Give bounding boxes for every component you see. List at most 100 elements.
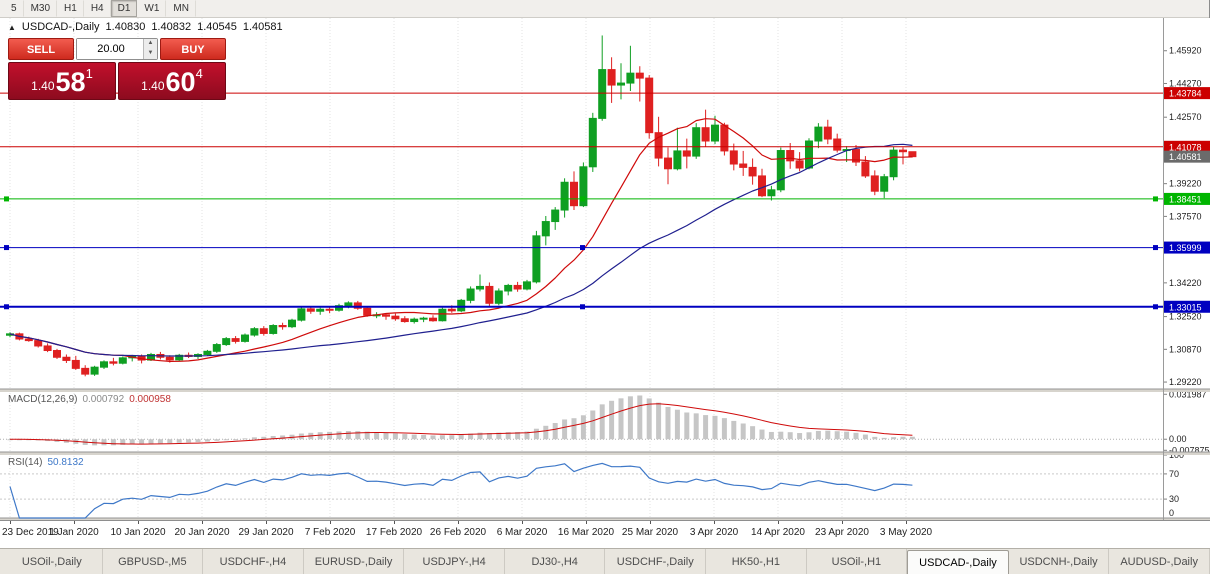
svg-text:1.40581: 1.40581 xyxy=(1169,152,1202,162)
candle xyxy=(259,326,268,336)
svg-text:1.45920: 1.45920 xyxy=(1169,46,1202,56)
chart-tab-usdchf-daily[interactable]: USDCHF-,Daily xyxy=(605,549,707,574)
candle xyxy=(466,286,475,304)
horizontal-line[interactable] xyxy=(0,196,1163,202)
candle xyxy=(889,146,898,181)
chart-area[interactable]: 1.292201.308701.325201.342201.359201.375… xyxy=(0,18,1210,548)
candle xyxy=(118,356,127,365)
line-handle[interactable] xyxy=(1153,245,1158,251)
svg-text:0: 0 xyxy=(1169,508,1174,518)
timeframe-button-d1[interactable]: D1 xyxy=(110,0,138,17)
candle xyxy=(673,127,682,171)
one-click-panel-toggle-icon[interactable]: ▲ xyxy=(8,22,16,32)
sell-price-prefix: 1.40 xyxy=(31,79,55,93)
line-handle[interactable] xyxy=(4,304,9,310)
timeframe-button-m30[interactable]: M30 xyxy=(24,0,58,17)
date-tick-mark xyxy=(586,521,587,524)
horizontal-line[interactable] xyxy=(0,304,1163,310)
candle xyxy=(532,230,541,284)
horizontal-line[interactable] xyxy=(0,245,1163,251)
candle xyxy=(241,333,249,343)
candle xyxy=(504,283,513,296)
line-handle[interactable] xyxy=(1153,196,1158,202)
candle xyxy=(71,355,80,370)
line-handle[interactable] xyxy=(580,245,585,251)
candle xyxy=(682,138,691,169)
date-tick-mark xyxy=(74,521,75,524)
line-handle[interactable] xyxy=(4,245,9,251)
price-axis[interactable]: 1.292201.308701.325201.342201.359201.375… xyxy=(1163,46,1210,519)
spinner-down-icon[interactable]: ▼ xyxy=(144,49,157,59)
chart-tab-usoil-daily[interactable]: USOil-,Daily xyxy=(2,549,103,574)
date-label: 3 Apr 2020 xyxy=(689,527,739,538)
candle xyxy=(400,316,409,323)
chart-tab-eurusd-daily[interactable]: EURUSD-,Daily xyxy=(304,549,405,574)
date-tick-mark xyxy=(842,521,843,524)
timeframe-button-5[interactable]: 5 xyxy=(4,0,24,17)
candle xyxy=(494,288,503,306)
line-handle[interactable] xyxy=(4,196,9,202)
candle xyxy=(250,327,259,337)
price-badge: 1.41078 xyxy=(1164,140,1210,153)
price-chart-canvas[interactable]: 1.292201.308701.325201.342201.359201.375… xyxy=(0,18,1210,520)
date-label: 17 Feb 2020 xyxy=(365,527,423,538)
volume-input[interactable] xyxy=(77,39,157,59)
date-tick-mark xyxy=(138,521,139,524)
svg-text:1.34220: 1.34220 xyxy=(1169,278,1202,288)
svg-text:-0.007875: -0.007875 xyxy=(1169,445,1210,455)
candle xyxy=(635,66,644,102)
svg-text:1.38451: 1.38451 xyxy=(1169,194,1202,204)
sell-button[interactable]: SELL xyxy=(8,38,74,60)
candle xyxy=(701,109,710,147)
chart-tab-audusd-daily[interactable]: AUDUSD-,Daily xyxy=(1109,549,1210,574)
candle xyxy=(457,298,466,313)
pane-separator[interactable] xyxy=(0,389,1210,392)
line-handle[interactable] xyxy=(580,196,585,202)
candle xyxy=(382,313,390,320)
svg-text:1.32520: 1.32520 xyxy=(1169,312,1202,322)
chart-tab-usdcnh-daily[interactable]: USDCNH-,Daily xyxy=(1009,549,1110,574)
date-label: 16 Mar 2020 xyxy=(557,527,615,538)
timeframe-button-mn[interactable]: MN xyxy=(166,0,196,17)
volume-spinner: ▲ ▼ xyxy=(143,39,157,59)
candle xyxy=(739,150,748,176)
buy-button[interactable]: BUY xyxy=(160,38,226,60)
candle xyxy=(90,365,99,376)
timeframe-button-h1[interactable]: H1 xyxy=(57,0,84,17)
spinner-up-icon[interactable]: ▲ xyxy=(144,39,157,49)
chart-tab-usdcad-daily[interactable]: USDCAD-,Daily xyxy=(907,550,1009,574)
macd-indicator-label: MACD(12,26,9) 0.000792 0.000958 xyxy=(8,394,171,405)
candle xyxy=(419,316,428,323)
chart-tab-hk50-h1[interactable]: HK50-,H1 xyxy=(706,549,807,574)
candle xyxy=(880,173,889,199)
pane-separator[interactable] xyxy=(0,452,1210,455)
candle xyxy=(485,282,494,307)
chart-tab-gbpusd-m5[interactable]: GBPUSD-,M5 xyxy=(103,549,204,574)
candle xyxy=(598,35,607,121)
svg-text:1.41078: 1.41078 xyxy=(1169,142,1202,152)
svg-text:1.44270: 1.44270 xyxy=(1169,78,1202,88)
chart-tab-usdjpy-h4[interactable]: USDJPY-,H4 xyxy=(404,549,505,574)
timeframe-button-w1[interactable]: W1 xyxy=(137,0,167,17)
line-handle[interactable] xyxy=(580,304,585,310)
timeframe-button-h4[interactable]: H4 xyxy=(84,0,111,17)
candle xyxy=(513,281,522,292)
chart-tab-usdchf-h4[interactable]: USDCHF-,H4 xyxy=(203,549,304,574)
svg-text:70: 70 xyxy=(1169,469,1179,479)
date-label: 23 Apr 2020 xyxy=(815,527,869,538)
date-axis[interactable]: 23 Dec 2019 1 Jan 2020 10 Jan 2020 20 Jan 2… xyxy=(0,520,1210,548)
date-tick-mark xyxy=(202,521,203,524)
chart-tab-dj30-h4[interactable]: DJ30-,H4 xyxy=(505,549,606,574)
candle xyxy=(814,123,823,149)
buy-price-display[interactable]: 1.40 60 4 xyxy=(118,62,226,100)
line-handle[interactable] xyxy=(1153,304,1158,310)
pane-separator[interactable] xyxy=(0,518,1210,520)
svg-text:1.39220: 1.39220 xyxy=(1169,179,1202,189)
svg-text:1.35999: 1.35999 xyxy=(1169,243,1202,253)
candle xyxy=(654,116,663,167)
sell-price-display[interactable]: 1.40 58 1 xyxy=(8,62,116,100)
svg-text:1.29220: 1.29220 xyxy=(1169,377,1202,387)
chart-tab-usoil-h1[interactable]: USOil-,H1 xyxy=(807,549,908,574)
candle xyxy=(692,123,701,159)
